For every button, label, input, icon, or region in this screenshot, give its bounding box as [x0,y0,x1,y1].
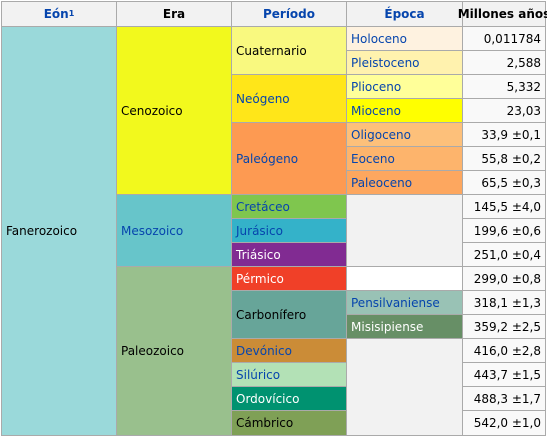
epoch-holoceno[interactable]: Holoceno [346,26,463,51]
period-label: Devónico [236,343,292,358]
period-label: Paleógeno [236,151,299,166]
period-label: Ordovícico [236,391,300,406]
epoch-mioceno[interactable]: Mioceno [346,98,463,123]
era-mesozoico[interactable]: Mesozoico [116,194,232,267]
epoch-label: Holoceno [351,31,407,46]
age-value: 359,2 ±2,5 [462,314,546,339]
epoch-pleistoceno[interactable]: Pleistoceno [346,50,463,75]
period-label: Jurásico [236,223,283,238]
epoch-paleoceno[interactable]: Paleoceno [346,170,463,195]
header-millones: Millones años [458,1,547,27]
period-paleogeno[interactable]: Paleógeno [231,122,347,195]
age-value: 542,0 ±1,0 [462,410,546,436]
age-value: 416,0 ±2,8 [462,338,546,363]
epoch-label: Paleoceno [351,175,413,190]
era-label: Mesozoico [121,223,184,238]
period-permico[interactable]: Pérmico [231,266,347,291]
epoch-empty-lower-paleozoic [346,338,463,436]
period-silurico[interactable]: Silúrico [231,362,347,387]
period-cretaceo[interactable]: Cretáceo [231,194,347,219]
period-label: Cuaternario [236,43,307,58]
age-value: 23,03 [462,98,546,123]
era-paleozoico[interactable]: Paleozoico [116,266,232,436]
era-label: Cenozoico [121,103,183,118]
era-label: Paleozoico [121,344,185,358]
period-cuaternario[interactable]: Cuaternario [231,26,347,75]
epoch-label: Misisipiense [351,319,424,334]
header-eon-label: Eón [43,7,69,21]
period-carbonifero[interactable]: Carbonífero [231,290,347,339]
period-cambrico[interactable]: Cámbrico [231,410,347,436]
epoch-label: Plioceno [351,79,402,94]
age-value: 299,0 ±0,8 [462,266,546,291]
epoch-label: Pleistoceno [351,55,420,70]
epoch-label: Eoceno [351,151,395,166]
header-periodo[interactable]: Período [231,1,347,27]
period-label: Silúrico [236,367,281,382]
age-value: 318,1 ±1,3 [462,290,546,315]
eon-label: Fanerozoico [6,224,78,238]
age-value: 488,3 ±1,7 [462,386,546,411]
age-value: 33,9 ±0,1 [462,122,546,147]
epoch-eoceno[interactable]: Eoceno [346,146,463,171]
age-value: 55,8 ±0,2 [462,146,546,171]
age-value: 5,332 [462,74,546,99]
age-value: 199,6 ±0,6 [462,218,546,243]
period-neogeno[interactable]: Neógeno [231,74,347,123]
epoch-label: Mioceno [351,103,401,118]
age-value: 443,7 ±1,5 [462,362,546,387]
age-value: 0,011784 [462,26,546,51]
epoch-oligoceno[interactable]: Oligoceno [346,122,463,147]
period-triasico[interactable]: Triásico [231,242,347,267]
header-eon[interactable]: Eón 1 [1,1,117,27]
epoch-label: Oligoceno [351,127,411,142]
age-value: 65,5 ±0,3 [462,170,546,195]
period-ordovicico[interactable]: Ordovícico [231,386,347,411]
epoch-plioceno[interactable]: Plioceno [346,74,463,99]
period-label: Neógeno [236,91,290,106]
epoch-empty-mesozoic [346,194,463,267]
age-value: 2,588 [462,50,546,75]
period-label: Carbonífero [236,307,307,322]
epoch-misisipiense[interactable]: Misisipiense [346,314,463,339]
header-epoca[interactable]: Época [346,1,463,27]
epoch-label: Pensilvaniense [351,295,440,310]
period-label: Pérmico [236,271,284,286]
period-label: Cámbrico [236,416,294,430]
period-jurasico[interactable]: Jurásico [231,218,347,243]
epoch-pensilvaniense[interactable]: Pensilvaniense [346,290,463,315]
epoch-empty-permian [346,266,463,291]
age-value: 251,0 ±0,4 [462,242,546,267]
age-value: 145,5 ±4,0 [462,194,546,219]
era-cenozoico[interactable]: Cenozoico [116,26,232,195]
period-label: Triásico [236,247,281,262]
period-label: Cretáceo [236,199,290,214]
header-era: Era [116,1,232,27]
period-devonico[interactable]: Devónico [231,338,347,363]
eon-cell[interactable]: Fanerozoico [1,26,117,436]
